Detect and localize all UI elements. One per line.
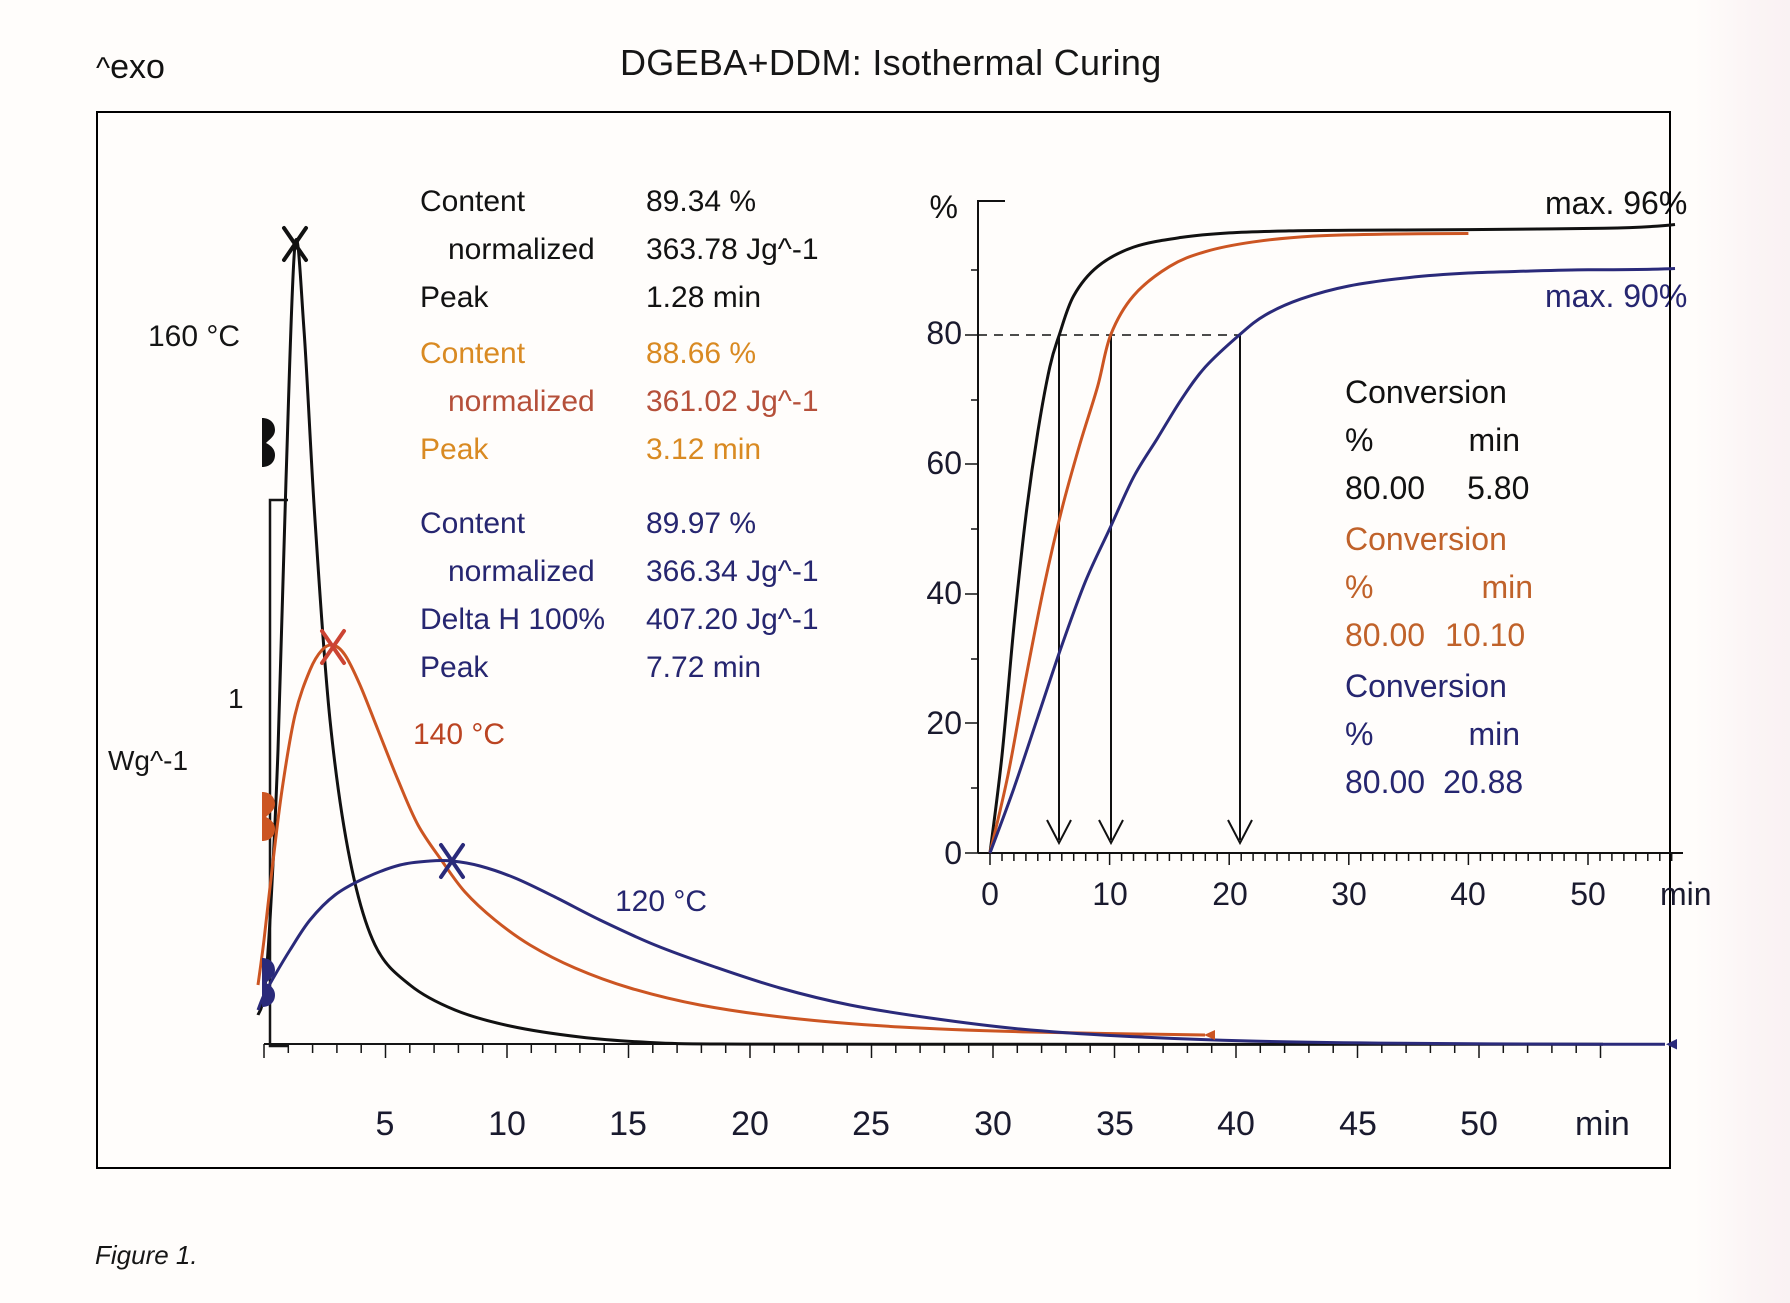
- svg-text:15: 15: [609, 1105, 647, 1143]
- svg-text:0: 0: [944, 835, 962, 871]
- svg-text:30: 30: [1331, 876, 1367, 912]
- svg-text:10: 10: [1092, 876, 1128, 912]
- svg-text:%: %: [930, 189, 958, 225]
- svg-text:40: 40: [1217, 1105, 1255, 1143]
- svg-text:40: 40: [1450, 876, 1486, 912]
- svg-text:40: 40: [926, 575, 962, 611]
- svg-text:50: 50: [1460, 1105, 1498, 1143]
- svg-text:20: 20: [926, 705, 962, 741]
- svg-text:20: 20: [1212, 876, 1248, 912]
- svg-text:10: 10: [488, 1105, 526, 1143]
- svg-text:50: 50: [1570, 876, 1606, 912]
- svg-text:5: 5: [376, 1105, 395, 1143]
- svg-text:0: 0: [981, 876, 999, 912]
- svg-text:min: min: [1660, 876, 1712, 912]
- svg-text:35: 35: [1096, 1105, 1134, 1143]
- svg-text:25: 25: [852, 1105, 890, 1143]
- svg-text:80: 80: [926, 315, 962, 351]
- svg-text:20: 20: [731, 1105, 769, 1143]
- svg-text:min: min: [1575, 1105, 1630, 1143]
- svg-text:45: 45: [1339, 1105, 1377, 1143]
- svg-text:30: 30: [974, 1105, 1012, 1143]
- svg-text:60: 60: [926, 445, 962, 481]
